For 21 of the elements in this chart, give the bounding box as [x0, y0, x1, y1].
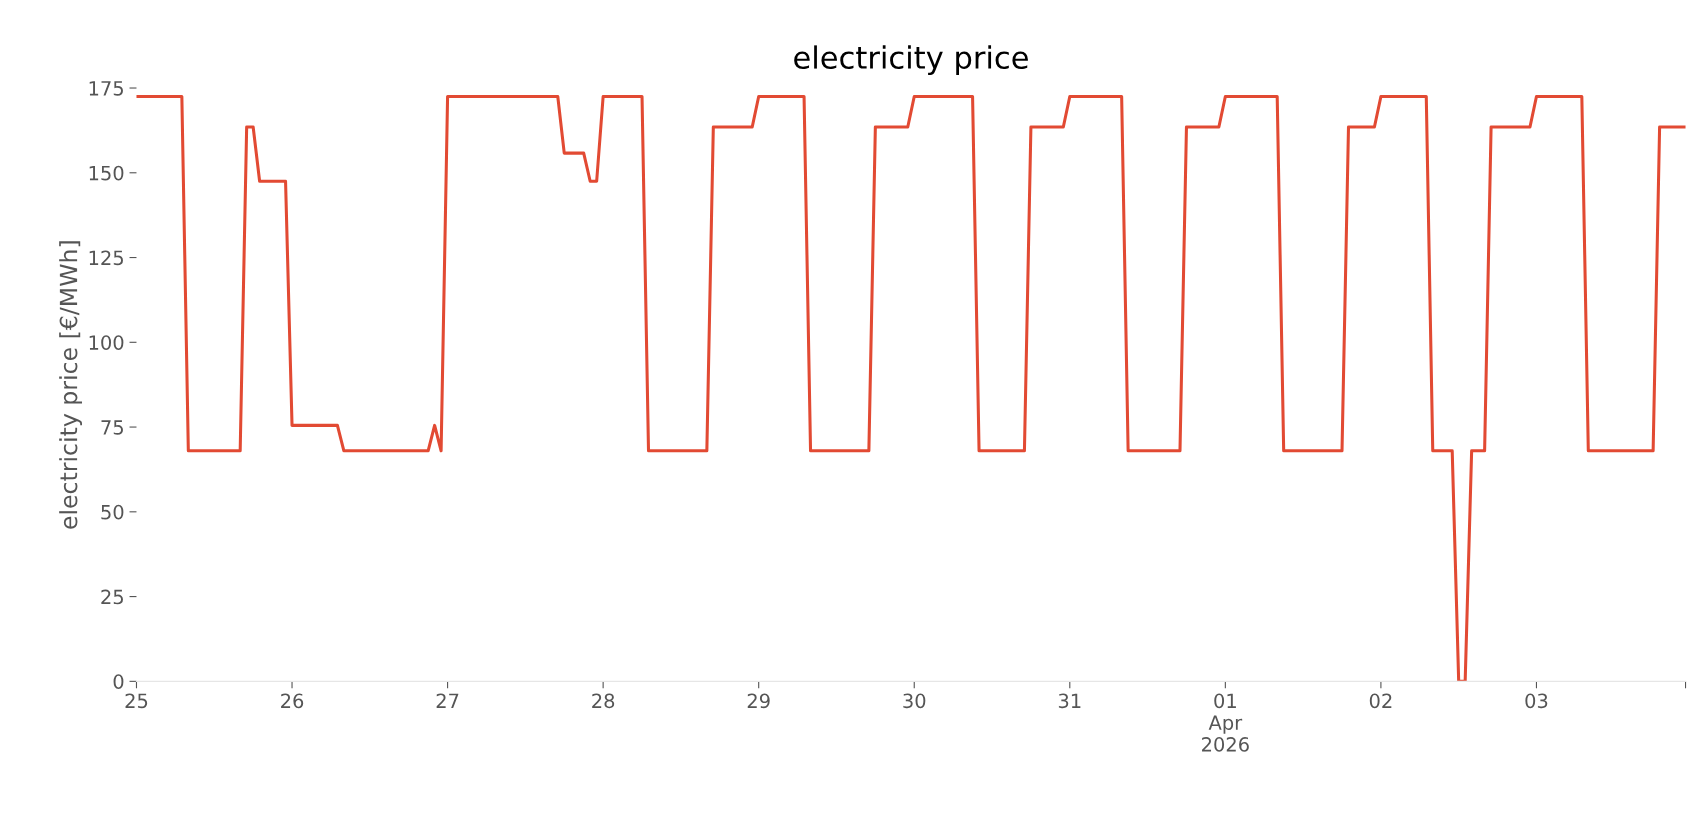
x-tick-label: 26	[281, 693, 304, 709]
line-series	[136, 94, 1686, 682]
x-tick-label: 01 Apr 2026	[1202, 693, 1249, 752]
chart-title: electricity price	[794, 45, 1028, 75]
y-tick-label: 0	[113, 674, 124, 689]
y-tick-label: 25	[101, 589, 123, 605]
y-tick-label: 100	[89, 335, 124, 350]
x-tick-label: 02	[1369, 693, 1392, 709]
y-tick-label: 150	[89, 165, 124, 181]
y-tick-label: 125	[89, 250, 123, 266]
y-tick-label: 50	[101, 504, 124, 520]
x-tick-label: 29	[747, 693, 770, 709]
x-tick-label: 03	[1525, 693, 1548, 709]
x-tick-label: 27	[436, 693, 459, 708]
y-tick-label: 175	[89, 81, 123, 96]
x-tick-label: 30	[903, 693, 926, 709]
x-tick-label: 28	[592, 693, 615, 709]
x-tick-label: 31	[1058, 693, 1081, 709]
y-tick-label: 75	[101, 420, 123, 435]
x-tick-label: 25	[125, 693, 148, 709]
y-axis-title: electricity price [€/MWh]	[59, 241, 82, 529]
